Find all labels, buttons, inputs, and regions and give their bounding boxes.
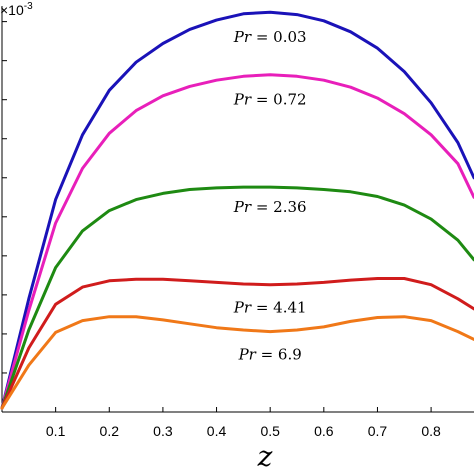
series-labels: Pr = 0.03 Pr = 0.72 Pr = 2.36 Pr = 4.41 Pr =… bbox=[233, 28, 307, 363]
series-line-0 bbox=[0, 10, 474, 410]
x-tick-label: 0.8 bbox=[421, 423, 441, 439]
axes: 0.1 0.2 0.3 0.4 0.5 0.6 0.7 0.8 bbox=[1, 6, 474, 439]
x-tick-label: 0.7 bbox=[368, 423, 388, 439]
series-line-2 bbox=[0, 185, 474, 410]
series-label-1: Pr = 0.72 bbox=[233, 91, 307, 109]
x-tick-label: 0.3 bbox=[153, 423, 173, 439]
x-tick-label: 0.2 bbox=[100, 423, 120, 439]
series-label-3: Pr = 4.41 bbox=[233, 299, 307, 317]
y-exponent-label: ×10-3 bbox=[0, 1, 33, 18]
series-label-0: Pr = 0.03 bbox=[233, 28, 307, 46]
series-line-3 bbox=[0, 277, 474, 410]
series-line-1 bbox=[0, 73, 474, 410]
series-label-2: Pr = 2.36 bbox=[233, 198, 307, 216]
x-tick-label: 0.6 bbox=[314, 423, 334, 439]
x-tick-label: 0.4 bbox=[207, 423, 227, 439]
series-lines bbox=[0, 10, 474, 410]
series-line-4 bbox=[0, 315, 474, 410]
x-axis-label: z bbox=[257, 440, 273, 473]
series-label-4: Pr = 6.9 bbox=[238, 346, 302, 364]
x-tick-label: 0.1 bbox=[46, 423, 66, 439]
x-tick-label: 0.5 bbox=[260, 423, 280, 439]
